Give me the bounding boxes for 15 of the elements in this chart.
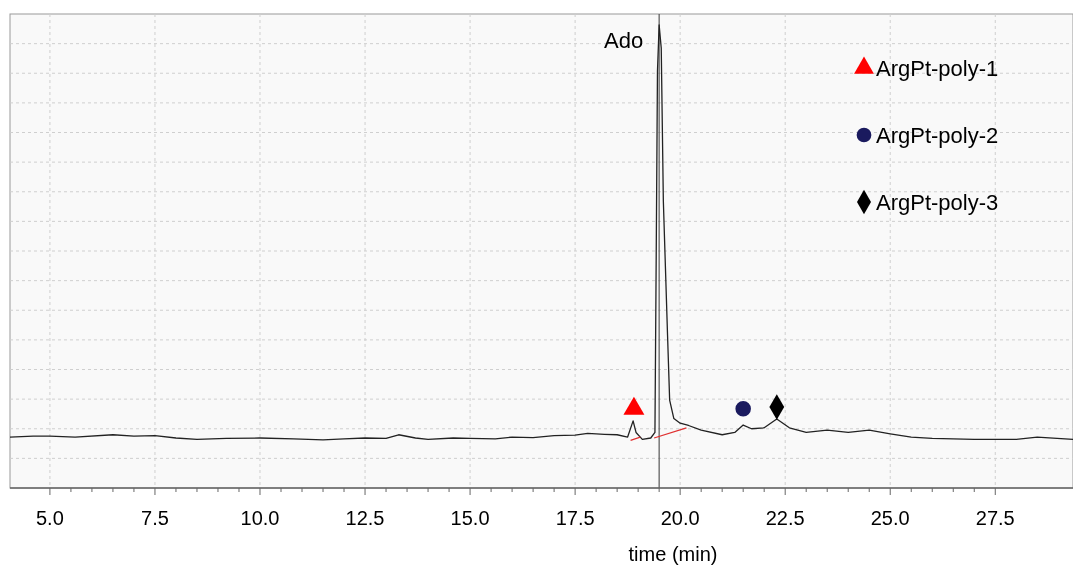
legend-label: ArgPt-poly-3: [876, 190, 999, 215]
x-tick-label: 27.5: [975, 507, 1015, 529]
x-tick-label: 20.0: [660, 507, 700, 529]
ref-line-label: Ado: [603, 28, 644, 53]
x-tick-label: 25.0: [870, 507, 910, 529]
x-tick-label: 15.0: [450, 507, 490, 529]
x-tick-label: 17.5: [555, 507, 595, 529]
legend-label: ArgPt-poly-1: [876, 56, 999, 81]
x-tick-label: 10.0: [240, 507, 280, 529]
x-tick-label: 7.5: [141, 507, 169, 529]
x-tick-label: 22.5: [765, 507, 805, 529]
legend-label: ArgPt-poly-2: [876, 123, 999, 148]
x-axis-title: time (min): [628, 543, 718, 565]
x-tick-label: 5.0: [36, 507, 64, 529]
x-tick-label: 12.5: [345, 507, 385, 529]
